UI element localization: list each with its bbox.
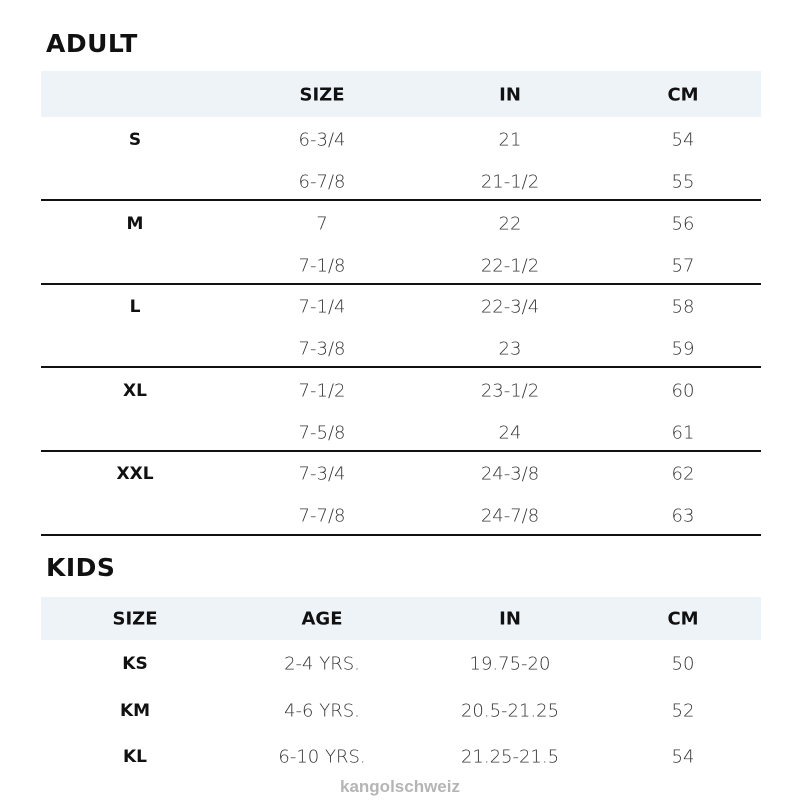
size-label: L [129,297,141,317]
adult-header-size: SIZE [299,84,345,106]
group-divider [41,450,761,452]
in-value: 22 [498,213,522,235]
size-value: 7-1/2 [298,380,346,402]
size-value: 7-5/8 [298,422,346,444]
size-label: S [128,130,142,150]
in-value: 22-1/2 [480,255,540,277]
size-value: 7 [316,213,328,235]
group-divider [41,283,761,285]
size-value: 7-1/4 [298,296,346,318]
watermark: kangolschweiz [340,777,460,796]
in-value: 22-3/4 [480,296,540,318]
in-value: 24 [498,422,522,444]
in-value: 20.5-21.25 [460,700,560,722]
group-divider [41,534,761,536]
in-value: 23-1/2 [480,380,540,402]
kids-header-band [41,597,761,640]
kids-title: KIDS [46,553,116,582]
kids-header-cm: CM [667,608,699,630]
group-divider [41,366,761,368]
adult-header-in: IN [499,84,521,106]
size-label: KL [122,747,148,767]
size-label: XL [123,381,147,401]
cm-value: 63 [671,505,695,527]
cm-value: 59 [671,338,695,360]
size-value: 6-7/8 [298,171,346,193]
in-value: 21 [498,129,522,151]
cm-value: 60 [671,380,695,402]
size-label: M [126,214,144,234]
adult-header-band [41,71,761,117]
size-label: KM [119,701,151,721]
kids-header-in: IN [499,608,521,630]
size-value: 7-3/8 [298,338,346,360]
cm-value: 55 [671,171,695,193]
cm-value: 50 [671,653,695,675]
age-value: 2-4 YRS. [284,653,360,675]
size-value: 7-7/8 [298,505,346,527]
cm-value: 62 [671,463,695,485]
cm-value: 54 [671,129,695,151]
kids-header-size: SIZE [112,608,158,630]
in-value: 24-7/8 [480,505,540,527]
size-value: 7-3/4 [298,463,346,485]
in-value: 24-3/8 [480,463,540,485]
cm-value: 58 [671,296,695,318]
kids-header-age: AGE [301,608,343,630]
in-value: 21-1/2 [480,171,540,193]
age-value: 4-6 YRS. [284,700,360,722]
in-value: 23 [498,338,522,360]
size-label: KS [122,654,148,674]
adult-title: ADULT [46,29,138,58]
age-value: 6-10 YRS. [278,746,366,768]
size-label: XXL [116,464,154,484]
in-value: 21.25-21.5 [460,746,560,768]
cm-value: 52 [671,700,695,722]
cm-value: 61 [671,422,695,444]
size-value: 7-1/8 [298,255,346,277]
cm-value: 56 [671,213,695,235]
group-divider [41,199,761,201]
adult-header-cm: CM [667,84,699,106]
size-value: 6-3/4 [298,129,346,151]
cm-value: 57 [671,255,695,277]
in-value: 19.75-20 [469,653,551,675]
cm-value: 54 [671,746,695,768]
